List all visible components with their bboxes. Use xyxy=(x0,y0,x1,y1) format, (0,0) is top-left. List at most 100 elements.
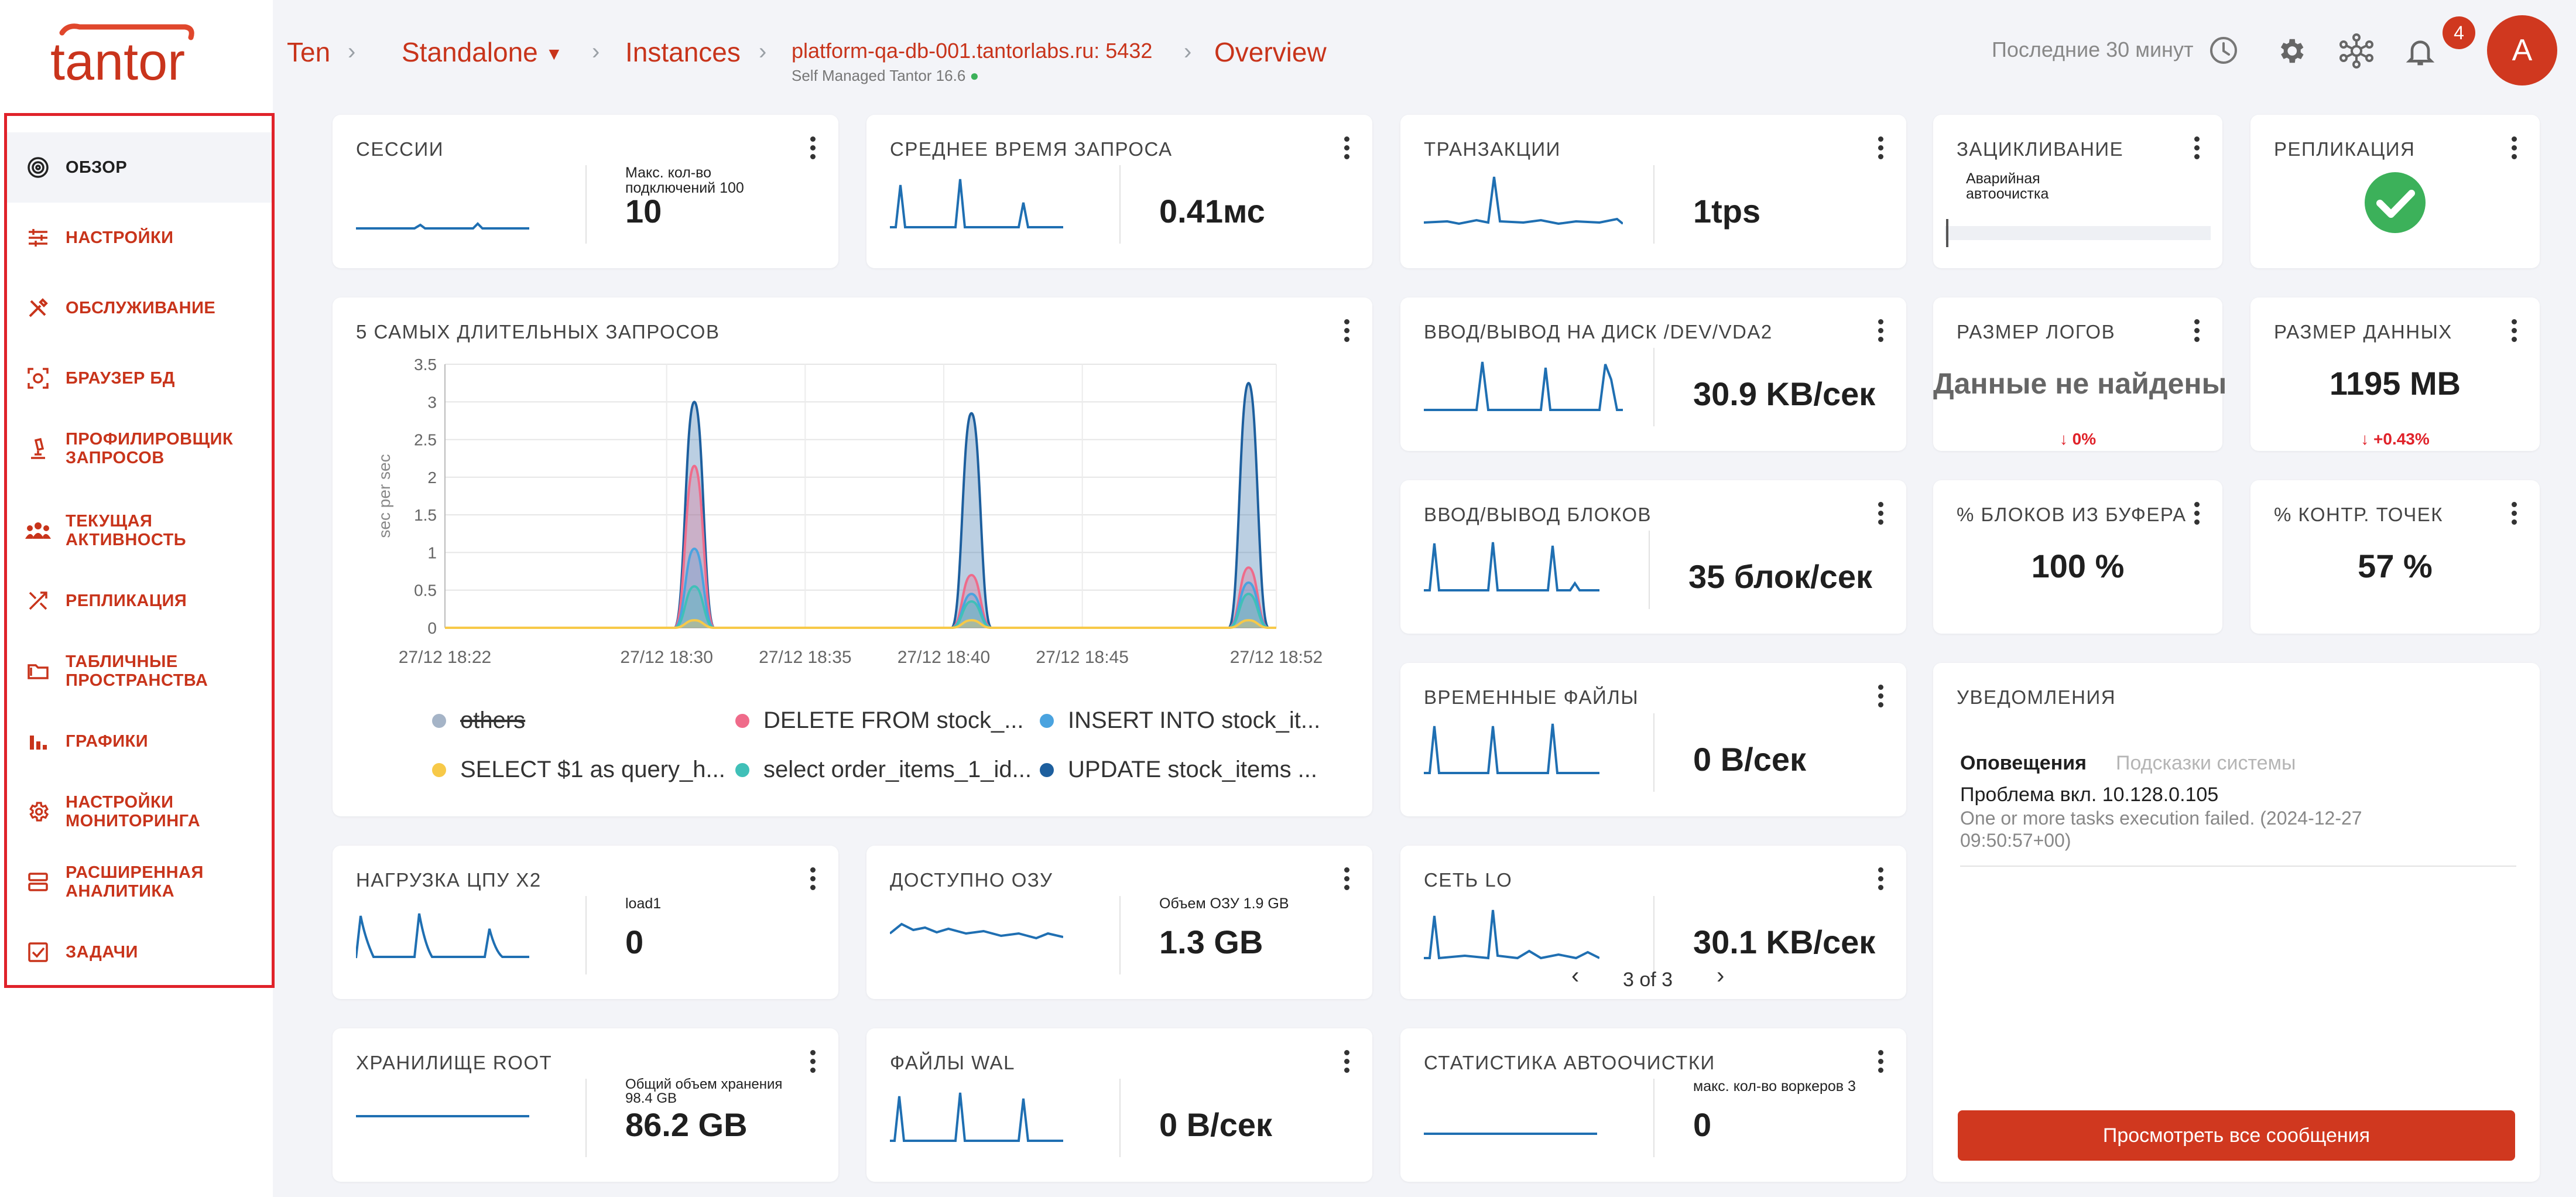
buffer-hit-value: 100 % xyxy=(2031,548,2125,584)
breadcrumb-section[interactable]: Instances xyxy=(625,37,741,67)
clock-icon[interactable] xyxy=(2208,35,2239,66)
kebab-menu-icon[interactable] xyxy=(1341,317,1352,347)
pager-next-icon[interactable]: › xyxy=(1717,963,1725,989)
card-divider xyxy=(1653,1079,1654,1157)
kebab-menu-icon[interactable] xyxy=(1875,500,1886,529)
sidebar-item[interactable]: ТЕКУЩАЯ АКТИВНОСТЬ xyxy=(7,501,272,560)
kebab-menu-icon[interactable] xyxy=(1341,866,1352,895)
card-divider xyxy=(1649,531,1650,609)
kebab-menu-icon[interactable] xyxy=(807,1048,818,1078)
network-sparkline xyxy=(1424,909,1599,960)
pager-label: 3 of 3 xyxy=(1623,969,1673,991)
sidebar-item[interactable]: НАСТРОЙКИ МОНИТОРИНГА xyxy=(7,782,272,841)
sidebar-item[interactable]: БРАУЗЕР БД xyxy=(7,349,272,408)
buffer-hit-card: % БЛОКОВ ИЗ БУФЕРА 100 % xyxy=(1933,480,2222,634)
kebab-menu-icon[interactable] xyxy=(2191,317,2202,347)
time-range-selector[interactable]: Последние 30 минут xyxy=(1992,37,2194,61)
legend-item[interactable]: SELECT $1 as query_h... xyxy=(432,757,725,783)
log-size-card: РАЗМЕР ЛОГОВ Данные не найдены ↓ 0% xyxy=(1933,297,2226,451)
legend-item[interactable]: select order_items_1_id... xyxy=(735,757,1032,783)
legend-color-dot xyxy=(735,713,749,728)
card-title: ЗАЦИКЛИВАНИЕ xyxy=(1957,138,2124,160)
kebab-menu-icon[interactable] xyxy=(1875,683,1886,712)
kebab-menu-icon[interactable] xyxy=(2191,500,2202,529)
sidebar-item-label: ОБЗОР xyxy=(66,158,128,177)
wraparound-card: ЗАЦИКЛИВАНИЕ Аварийная автоочистка xyxy=(1933,115,2222,268)
block-io-card: ВВОД/ВЫВОД БЛОКОВ 35 блок/сек xyxy=(1400,480,1906,634)
series-area xyxy=(445,586,1276,628)
sidebar-item[interactable]: ТАБЛИЧНЫЕ ПРОСТРАНСТВА xyxy=(7,642,272,700)
wal-files-card: ФАЙЛЫ WAL 0 В/сек xyxy=(866,1028,1372,1182)
legend-item[interactable]: others xyxy=(432,707,525,734)
kebab-menu-icon[interactable] xyxy=(1341,135,1352,164)
tab-alerts[interactable]: Оповещения xyxy=(1960,752,2087,774)
series-line xyxy=(445,382,1276,629)
kebab-menu-icon[interactable] xyxy=(807,866,818,895)
pager-prev-icon[interactable]: ‹ xyxy=(1571,963,1580,989)
card-title: СЕТЬ LO xyxy=(1424,869,1513,891)
sidebar-item-label: ЗАДАЧИ xyxy=(66,943,138,962)
card-title: РЕПЛИКАЦИЯ xyxy=(2274,138,2416,160)
card-divider xyxy=(585,165,587,244)
y-tick-label: 1.5 xyxy=(414,506,437,524)
legend-color-dot xyxy=(735,762,749,777)
y-tick-label: 0 xyxy=(427,619,437,637)
sidebar-item-label: РЕПЛИКАЦИЯ xyxy=(66,591,187,610)
card-title: ХРАНИЛИЩЕ ROOT xyxy=(356,1052,553,1073)
y-axis-label: sec per sec xyxy=(375,454,393,538)
notification-item-title[interactable]: Проблема вкл. 10.128.0.105 xyxy=(1960,784,2219,806)
x-tick-label: 27/12 18:30 xyxy=(620,648,712,667)
tantor-logo[interactable]: tantor xyxy=(50,21,203,86)
bell-icon[interactable] xyxy=(2404,34,2437,69)
card-title: ФАЙЛЫ WAL xyxy=(890,1052,1015,1073)
kebab-menu-icon[interactable] xyxy=(807,135,818,164)
svg-text:tantor: tantor xyxy=(50,33,185,86)
view-all-messages-button[interactable]: Просмотреть все сообщения xyxy=(1958,1110,2515,1161)
kebab-menu-icon[interactable] xyxy=(2191,135,2202,164)
sidebar-item[interactable]: ОБСЛУЖИВАНИЕ xyxy=(7,279,272,337)
sidebar-item[interactable]: ГРАФИКИ xyxy=(7,712,272,771)
card-title: СТАТИСТИКА АВТООЧИСТКИ xyxy=(1424,1052,1715,1073)
card-title: ТРАНЗАКЦИИ xyxy=(1424,138,1561,160)
transactions-card: ТРАНЗАКЦИИ 1tps xyxy=(1400,115,1906,268)
card-title: % БЛОКОВ ИЗ БУФЕРА xyxy=(1957,504,2187,525)
network-lo-card: СЕТЬ LO 30.1 KB/сек ‹ 3 of 3 › xyxy=(1400,846,1906,999)
tab-system-hints[interactable]: Подсказки системы xyxy=(2116,752,2296,774)
kebab-menu-icon[interactable] xyxy=(1341,1048,1352,1078)
wal-sparkline xyxy=(890,1092,1063,1142)
network-icon[interactable] xyxy=(2338,33,2375,69)
breadcrumb-env[interactable]: Standalone ▼ xyxy=(402,37,563,67)
kebab-menu-icon[interactable] xyxy=(2508,500,2520,529)
sidebar-item[interactable]: ОБЗОР xyxy=(7,132,272,203)
kebab-menu-icon[interactable] xyxy=(1875,866,1886,895)
legend-item[interactable]: DELETE FROM stock_... xyxy=(735,707,1024,734)
tools-icon xyxy=(25,295,52,322)
legend-label: INSERT INTO stock_it... xyxy=(1068,707,1321,733)
legend-item[interactable]: INSERT INTO stock_it... xyxy=(1040,707,1320,734)
avatar[interactable]: A xyxy=(2487,15,2557,86)
sidebar-item[interactable]: РЕПЛИКАЦИЯ xyxy=(7,572,272,630)
card-title: ДОСТУПНО ОЗУ xyxy=(890,869,1053,891)
data-size-value: 1195 MB xyxy=(2329,365,2461,402)
kebab-menu-icon[interactable] xyxy=(1875,135,1886,164)
kebab-menu-icon[interactable] xyxy=(1875,317,1886,347)
card-divider xyxy=(1653,896,1654,974)
y-tick-label: 2.5 xyxy=(414,431,437,449)
legend-item[interactable]: UPDATE stock_items ... xyxy=(1040,757,1317,783)
kebab-menu-icon[interactable] xyxy=(2508,135,2520,164)
breadcrumb-root[interactable]: Ten xyxy=(287,37,331,67)
card-divider xyxy=(1119,896,1121,974)
kebab-menu-icon[interactable] xyxy=(2508,317,2520,347)
sidebar-item[interactable]: ПРОФИЛИРОВЩИК ЗАПРОСОВ xyxy=(7,419,272,478)
cpu-load-card: НАГРУЗКА ЦПУ X2 load1 0 xyxy=(333,846,838,999)
series-area xyxy=(445,383,1276,628)
breadcrumb-instance[interactable]: platform-qa-db-001.tantorlabs.ru: 5432 xyxy=(792,39,1153,63)
legend-color-dot xyxy=(432,762,446,777)
sidebar-item[interactable]: ЗАДАЧИ xyxy=(7,923,272,981)
kebab-menu-icon[interactable] xyxy=(1875,1048,1886,1078)
wraparound-note: Аварийная автоочистка xyxy=(1966,170,2049,202)
gear-icon[interactable] xyxy=(2275,35,2307,67)
server-icon xyxy=(25,868,52,895)
sidebar-item[interactable]: НАСТРОЙКИ xyxy=(7,208,272,267)
sidebar-item[interactable]: РАСШИРЕННАЯ АНАЛИТИКА xyxy=(7,853,272,911)
